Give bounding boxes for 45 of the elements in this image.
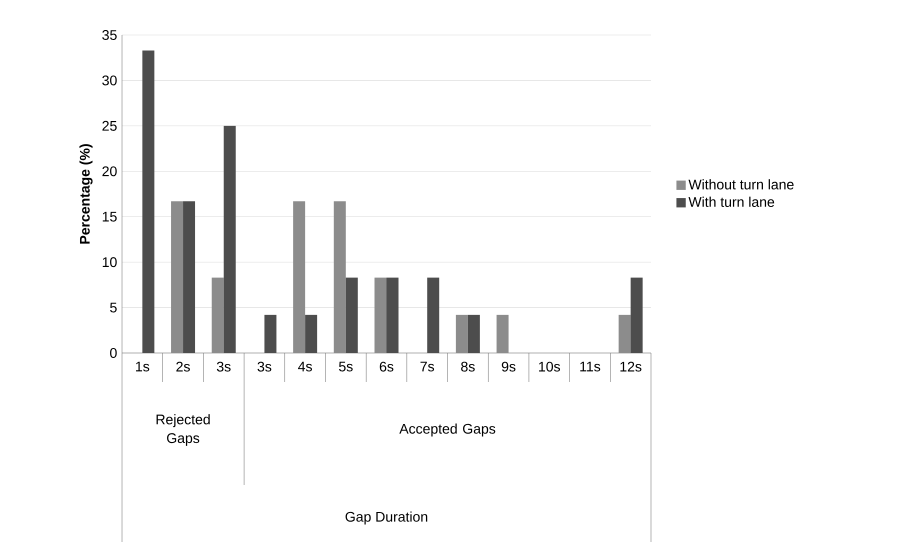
bar (142, 50, 154, 353)
y-tick-label: 15 (102, 212, 117, 222)
bar (264, 314, 276, 353)
bar (293, 201, 306, 353)
legend-label: Without turn lane (688, 179, 794, 190)
bar (183, 201, 196, 353)
y-tick-label: 5 (110, 302, 117, 312)
y-axis-title: Percentage (%) (79, 144, 93, 244)
x-tick-label: 3s (258, 362, 272, 372)
bar (630, 277, 643, 353)
x-tick-label: 4s (298, 362, 312, 372)
bar (427, 277, 440, 353)
y-tick-label: 10 (102, 257, 117, 267)
x-tick-label: 6s (380, 362, 394, 372)
bar (374, 277, 386, 353)
bar (386, 277, 399, 353)
bar (456, 314, 468, 353)
bar (224, 126, 236, 353)
bar (468, 314, 480, 353)
text: Gap Duration (346, 511, 428, 524)
bar (212, 277, 224, 353)
bar (171, 201, 184, 353)
legend-label: With turn lane (688, 196, 774, 207)
bar (334, 201, 346, 353)
x-tick-label: 7s (420, 362, 434, 372)
x-tick-label: 5s (338, 362, 353, 372)
y-tick-label: 0 (110, 348, 117, 358)
x-tick-label: 9s (502, 362, 516, 372)
x-tick-label: 1s (136, 362, 150, 372)
y-tick-label: 35 (102, 30, 117, 40)
bar (346, 277, 358, 353)
text: Rejected Gaps (156, 414, 210, 446)
y-tick-label: 20 (102, 166, 117, 176)
x-tick-label: 8s (461, 362, 475, 372)
bar (496, 314, 509, 353)
bar (618, 314, 631, 353)
y-tick-label: 25 (102, 120, 117, 131)
bar (305, 314, 318, 353)
x-tick-label: 11s (580, 362, 600, 372)
x-tick-label: 12s (620, 362, 642, 372)
text: Accepted Gaps (399, 423, 496, 436)
x-tick-label: 10s (539, 362, 560, 372)
x-tick-label: 2s (176, 362, 190, 372)
x-tick-label: 3s (216, 362, 231, 372)
y-tick-label: 30 (102, 75, 117, 86)
